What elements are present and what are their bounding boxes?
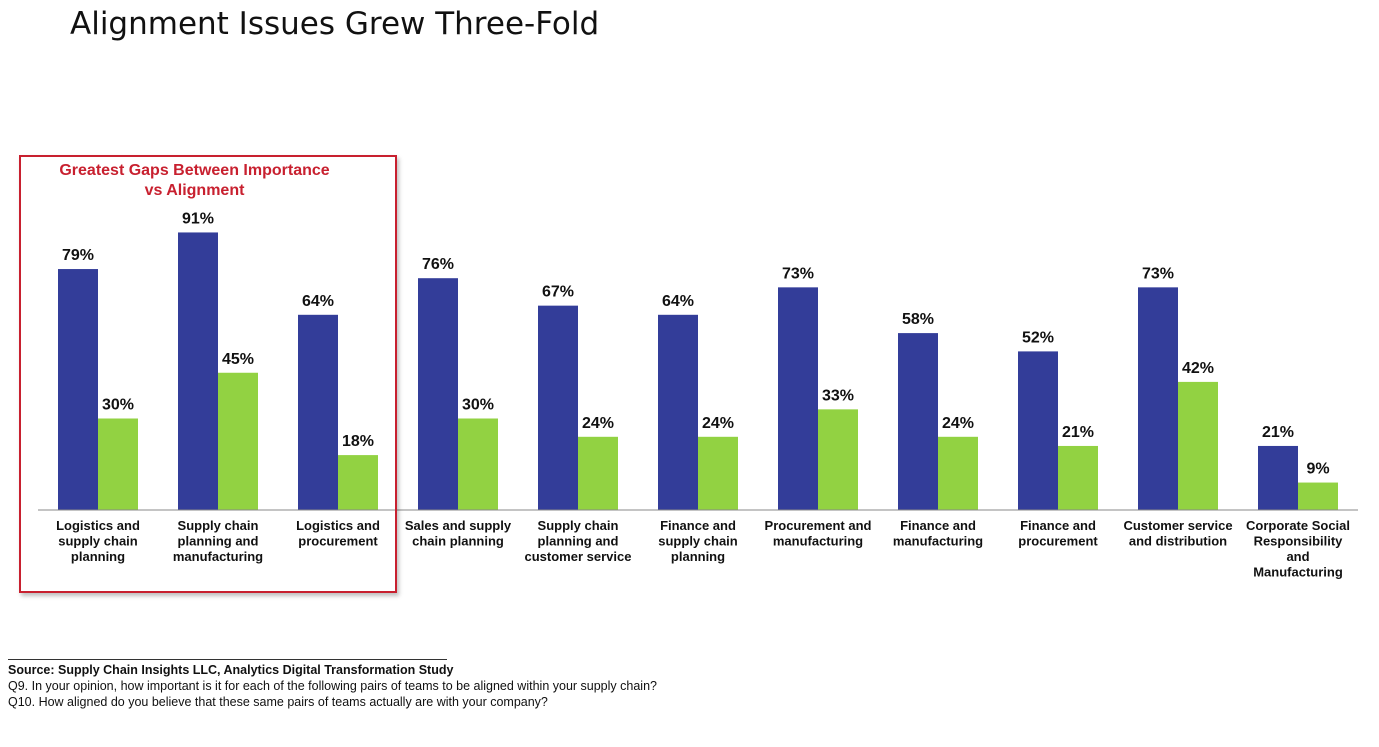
importance-value-label: 64% <box>662 293 694 310</box>
alignment-value-label: 30% <box>102 397 134 414</box>
alignment-value-label: 45% <box>222 351 254 368</box>
highlight-title: Greatest Gaps Between Importance vs Alig… <box>19 161 370 201</box>
importance-value-label: 76% <box>422 256 454 273</box>
category-label: Finance and supply chain planning <box>658 518 738 564</box>
importance-value-label: 73% <box>1142 265 1174 282</box>
importance-value-label: 52% <box>1022 329 1054 346</box>
source-notes: Source: Supply Chain Insights LLC, Analy… <box>8 662 657 710</box>
category-label: Procurement and manufacturing <box>765 518 872 549</box>
alignment-bar <box>578 436 618 510</box>
category-label: Logistics and procurement <box>296 518 380 549</box>
question-q9: Q9. In your opinion, how important is it… <box>8 679 657 693</box>
chart-title: Alignment Issues Grew Three-Fold <box>70 6 600 42</box>
category-label: Customer service and distribution <box>1123 518 1232 549</box>
category-label: Sales and supply chain planning <box>405 518 512 549</box>
source-line: Source: Supply Chain Insights LLC, Analy… <box>8 663 454 677</box>
importance-value-label: 64% <box>302 293 334 310</box>
category-label: Supply chain planning and customer service <box>525 518 632 564</box>
category-label: Corporate Social Responsibility and Manufac… <box>1246 518 1350 580</box>
highlight-box <box>19 155 397 593</box>
importance-value-label: 91% <box>182 210 214 227</box>
importance-value-label: 73% <box>782 265 814 282</box>
importance-value-label: 21% <box>1262 424 1294 441</box>
alignment-value-label: 24% <box>582 415 614 432</box>
alignment-value-label: 18% <box>342 433 374 450</box>
question-q10: Q10. How aligned do you believe that the… <box>8 695 548 709</box>
importance-bar <box>298 314 338 510</box>
alignment-bar <box>218 372 258 510</box>
alignment-bar <box>1298 482 1338 510</box>
importance-bar <box>898 333 938 510</box>
source-divider <box>8 659 447 660</box>
alignment-bar <box>458 418 498 510</box>
category-label: Logistics and supply chain planning <box>56 518 140 564</box>
alignment-value-label: 24% <box>702 415 734 432</box>
category-label: Finance and manufacturing <box>893 518 983 549</box>
alignment-value-label: 9% <box>1306 461 1329 478</box>
importance-bar <box>418 278 458 510</box>
alignment-bar <box>1178 381 1218 510</box>
highlight-title-line2: vs Alignment <box>144 182 245 199</box>
highlight-title-line1: Greatest Gaps Between Importance <box>59 162 330 179</box>
importance-bar <box>658 314 698 510</box>
alignment-value-label: 24% <box>942 415 974 432</box>
alignment-bar <box>818 409 858 510</box>
alignment-bar <box>338 455 378 510</box>
importance-value-label: 79% <box>62 247 94 264</box>
alignment-bar <box>98 418 138 510</box>
importance-bar <box>178 232 218 510</box>
importance-bar <box>58 269 98 510</box>
importance-bar <box>1138 287 1178 510</box>
importance-bar <box>538 305 578 510</box>
alignment-value-label: 30% <box>462 397 494 414</box>
alignment-value-label: 42% <box>1182 360 1214 377</box>
alignment-bar <box>938 436 978 510</box>
alignment-bar <box>1058 445 1098 510</box>
alignment-bar <box>698 436 738 510</box>
importance-bar <box>778 287 818 510</box>
category-label: Finance and procurement <box>1018 518 1098 549</box>
importance-value-label: 58% <box>902 311 934 328</box>
importance-bar <box>1258 445 1298 510</box>
alignment-value-label: 21% <box>1062 424 1094 441</box>
importance-value-label: 67% <box>542 284 574 301</box>
importance-bar <box>1018 351 1058 510</box>
alignment-value-label: 33% <box>822 387 854 404</box>
category-label: Supply chain planning and manufacturing <box>173 518 263 564</box>
